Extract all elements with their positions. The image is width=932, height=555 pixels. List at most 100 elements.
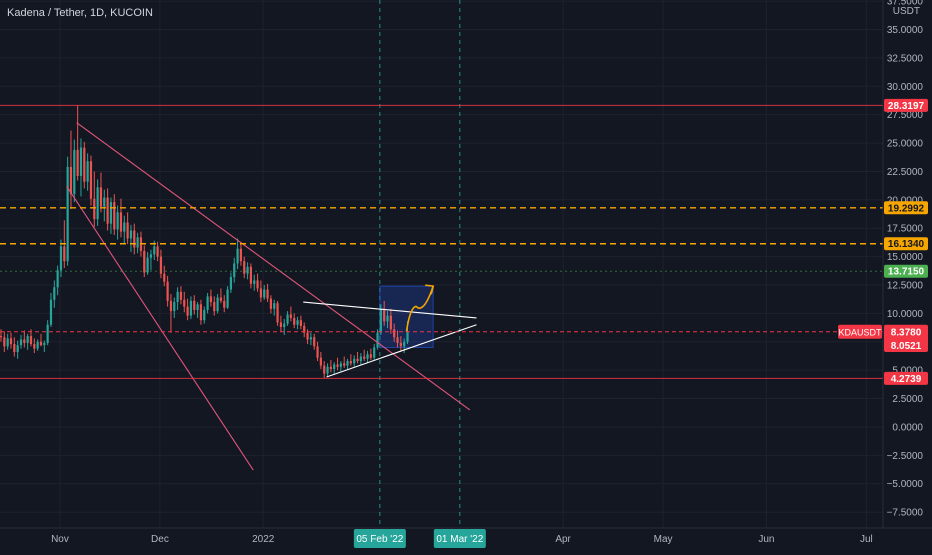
date-marker-label: 05 Feb '22	[356, 534, 403, 545]
candle-body	[323, 365, 326, 374]
triangle-trendline	[326, 324, 477, 378]
projection-arrow	[405, 285, 434, 332]
level-price-label-badge	[884, 237, 928, 251]
candle-body	[353, 358, 356, 364]
candle-body	[399, 342, 402, 347]
price-tick-label: 2.5000	[892, 394, 923, 405]
candle-body	[406, 331, 409, 342]
candle-body	[176, 291, 179, 303]
candle-body	[303, 325, 306, 333]
candle-body	[189, 300, 193, 316]
date-marker-badge	[433, 529, 486, 548]
candle-body	[313, 337, 316, 347]
candle-body	[219, 297, 223, 301]
symbol-badge	[838, 324, 882, 339]
time-axis[interactable]: Nov Dec 2022 Apr May Jun Jul 05 Feb '22 01 Mar '…	[51, 529, 873, 548]
price-tick-label: 17.5000	[887, 224, 924, 235]
time-tick-label: Dec	[151, 534, 169, 545]
candle-body	[133, 230, 136, 248]
secondary-price-label: 8.0521	[891, 341, 922, 352]
candle-body	[286, 314, 289, 324]
candle-body	[346, 361, 349, 366]
horizontal-levels	[0, 104, 883, 379]
time-tick-label: May	[654, 534, 673, 545]
price-tick-label: 30.0000	[887, 82, 924, 93]
candle-body	[343, 363, 346, 366]
candle-body	[263, 289, 266, 298]
date-marker-label: 01 Mar '22	[436, 534, 483, 545]
candle-body	[49, 299, 53, 325]
candle-body	[336, 364, 339, 367]
price-labels: 28.3197 19.2992 16.1340 13.7150 4.2739 KDAUSD…	[838, 98, 928, 385]
price-tick-label: 12.5000	[887, 281, 924, 292]
price-tick-label: −2.5000	[887, 451, 924, 462]
candles	[0, 105, 409, 379]
candle-body	[169, 300, 173, 312]
candle-body	[369, 354, 372, 358]
candle-body	[249, 266, 253, 284]
candle-body	[153, 246, 156, 255]
price-tick-label: 15.0000	[887, 252, 924, 263]
price-tick-label: −5.0000	[887, 479, 924, 490]
candle-body	[213, 302, 216, 312]
candle-body	[156, 246, 159, 257]
symbol-label: KDAUSDT	[838, 327, 882, 337]
candle-body	[293, 317, 296, 325]
price-tick-label: 20.0000	[887, 195, 924, 206]
level-price-label: 28.3197	[888, 101, 925, 112]
candle-body	[63, 246, 66, 262]
candle-body	[356, 358, 359, 362]
candle-body	[59, 246, 63, 271]
price-axis[interactable]: USDT37.500035.000032.500030.000027.50002…	[887, 0, 924, 519]
candle-body	[96, 187, 99, 220]
candle-body	[393, 329, 396, 338]
grid	[0, 0, 883, 528]
candle-body	[236, 248, 239, 264]
candle-body	[246, 266, 249, 274]
candle-body	[276, 303, 279, 323]
candle-body	[123, 222, 126, 232]
candle-body	[9, 338, 13, 345]
candle-body	[126, 222, 129, 239]
time-tick-label: Apr	[555, 534, 571, 545]
candle-body	[83, 147, 86, 182]
level-price-label: 13.7150	[888, 267, 925, 278]
projection-arrowhead	[425, 284, 435, 295]
candle-body	[373, 347, 376, 358]
candle-body	[193, 300, 196, 310]
currency-label: USDT	[893, 6, 920, 17]
level-price-label: 16.1340	[888, 239, 925, 250]
candle-body	[383, 308, 386, 322]
candle-body	[223, 300, 226, 308]
candle-body	[99, 187, 103, 207]
candle-body	[53, 287, 56, 300]
price-tick-label: 0.0000	[892, 422, 923, 433]
candle-body	[203, 309, 206, 321]
candle-body	[13, 344, 16, 352]
candle-body	[19, 339, 23, 346]
candle-body	[389, 315, 392, 330]
candle-body	[366, 354, 369, 359]
candle-body	[73, 149, 76, 195]
triangle-trendline	[303, 301, 477, 319]
price-tick-label: 32.5000	[887, 53, 924, 64]
candle-body	[216, 297, 219, 312]
candle-body	[333, 364, 336, 370]
level-price-label-badge	[884, 98, 928, 112]
candle-body	[233, 263, 236, 278]
candle-body	[26, 336, 29, 343]
candle-body	[146, 257, 149, 273]
candle-body	[256, 280, 259, 289]
price-tick-label: 10.0000	[887, 309, 924, 320]
candle-body	[23, 339, 26, 343]
price-tick-label: 35.0000	[887, 25, 924, 36]
candle-body	[56, 270, 59, 288]
candle-body	[229, 277, 233, 290]
drawing-layer-front	[66, 122, 477, 471]
last-price-label: 8.3780	[891, 327, 922, 338]
date-marker-badge	[353, 529, 406, 548]
drawing-layer-back	[379, 0, 461, 528]
level-price-label-badge	[884, 201, 928, 215]
